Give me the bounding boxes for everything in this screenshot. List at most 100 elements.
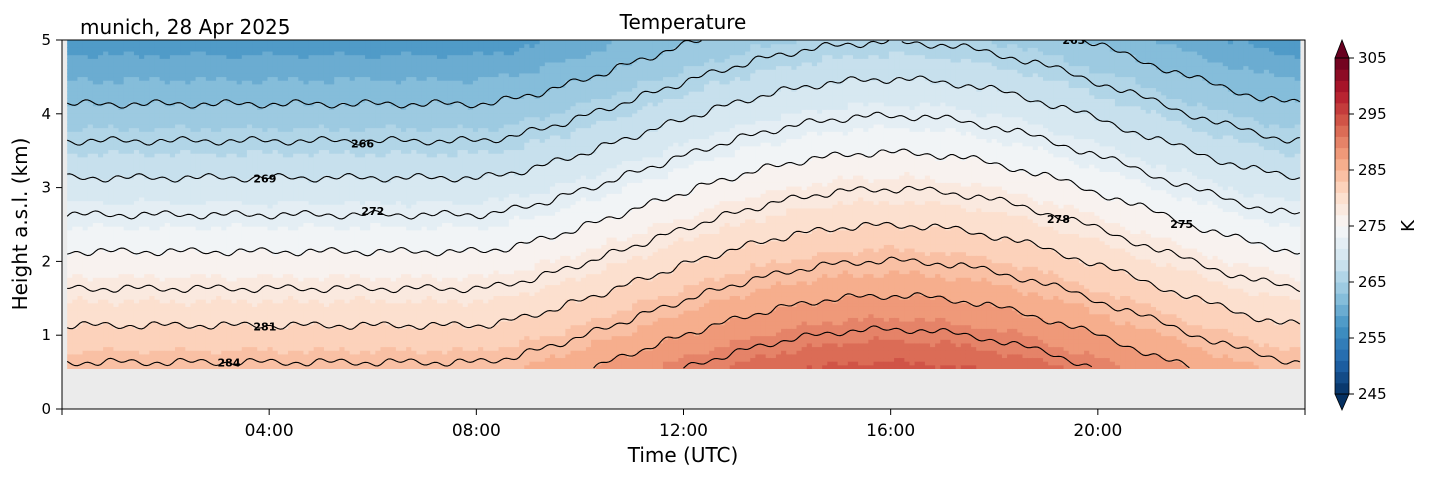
field-cell (72, 295, 79, 300)
field-cell (236, 258, 243, 264)
field-cell (108, 156, 115, 162)
field-cell (154, 200, 161, 205)
field-cell (288, 160, 294, 165)
field-cell (190, 288, 197, 293)
field-cell (267, 328, 274, 333)
field-cell (200, 145, 207, 151)
field-cell (139, 83, 145, 89)
field-cell (200, 200, 207, 205)
field-cell (139, 200, 145, 205)
field-cell (159, 350, 166, 355)
field-cell (82, 120, 89, 125)
field-cell (200, 247, 207, 253)
field-cell (67, 324, 73, 329)
field-cell (98, 229, 104, 234)
field-cell (257, 211, 263, 216)
field-cell (205, 207, 212, 213)
field-cell (252, 171, 258, 176)
field-cell (288, 164, 294, 169)
field-cell (293, 65, 299, 70)
chart-subtitle: munich, 28 Apr 2025 (80, 15, 290, 39)
field-cell (123, 196, 130, 202)
field-cell (339, 207, 346, 213)
field-cell (118, 207, 125, 213)
field-cell (221, 306, 227, 311)
field-cell (180, 273, 186, 278)
field-cell (272, 142, 279, 147)
field-cell (144, 244, 150, 249)
field-cell (128, 134, 135, 140)
field-cell (139, 266, 145, 271)
field-cell (139, 317, 145, 322)
field-cell (128, 218, 135, 224)
field-cell (77, 182, 84, 187)
field-cell (139, 43, 145, 48)
field-cell (205, 262, 212, 267)
field-cell (334, 69, 340, 74)
field-cell (164, 160, 171, 165)
field-cell (293, 123, 299, 129)
field-cell (334, 171, 340, 176)
field-cell (344, 262, 351, 267)
field-cell (323, 138, 330, 143)
field-cell (103, 244, 109, 249)
field-cell (72, 54, 79, 59)
field-cell (308, 175, 315, 180)
field-cell (77, 207, 84, 213)
field-cell (72, 127, 79, 132)
field-cell (313, 61, 320, 67)
field-cell (195, 353, 202, 359)
field-cell (113, 196, 120, 202)
field-cell (303, 280, 310, 286)
field-cell (272, 306, 279, 311)
field-cell (334, 131, 340, 136)
field-cell (323, 218, 330, 224)
field-cell (210, 317, 217, 322)
field-cell (98, 160, 104, 165)
field-cell (149, 94, 156, 99)
field-cell (293, 142, 299, 147)
field-cell (257, 317, 263, 322)
field-cell (195, 167, 202, 172)
field-cell (267, 364, 274, 370)
field-cell (277, 109, 284, 114)
field-cell (329, 361, 335, 366)
field-cell (334, 310, 340, 315)
field-cell (231, 306, 238, 311)
field-cell (272, 193, 279, 198)
field-cell (205, 211, 212, 216)
field-cell (267, 258, 274, 264)
field-cell (159, 258, 166, 264)
field-cell (216, 328, 222, 333)
field-cell (92, 273, 99, 278)
field-cell (190, 320, 197, 326)
field-cell (318, 317, 325, 322)
field-cell (185, 342, 192, 348)
field-cell (113, 207, 120, 213)
field-cell (277, 138, 284, 143)
field-cell (113, 50, 120, 56)
field-cell (154, 65, 161, 70)
field-cell (221, 226, 227, 231)
field-cell (252, 65, 258, 70)
field-cell (82, 76, 89, 81)
field-cell (210, 240, 217, 245)
field-cell (185, 247, 192, 253)
field-cell (72, 204, 79, 209)
field-cell (210, 69, 217, 74)
field-cell (231, 134, 238, 140)
field-cell (262, 193, 269, 198)
field-cell (246, 61, 253, 67)
field-cell (190, 331, 197, 337)
field-cell (87, 142, 94, 147)
field-cell (164, 94, 171, 99)
field-cell (98, 295, 104, 300)
field-cell (185, 120, 192, 125)
field-cell (221, 164, 227, 169)
field-cell (118, 247, 125, 253)
field-cell (231, 58, 238, 63)
field-cell (159, 160, 166, 165)
field-cell (67, 218, 73, 224)
field-cell (257, 87, 263, 92)
field-cell (144, 335, 150, 340)
